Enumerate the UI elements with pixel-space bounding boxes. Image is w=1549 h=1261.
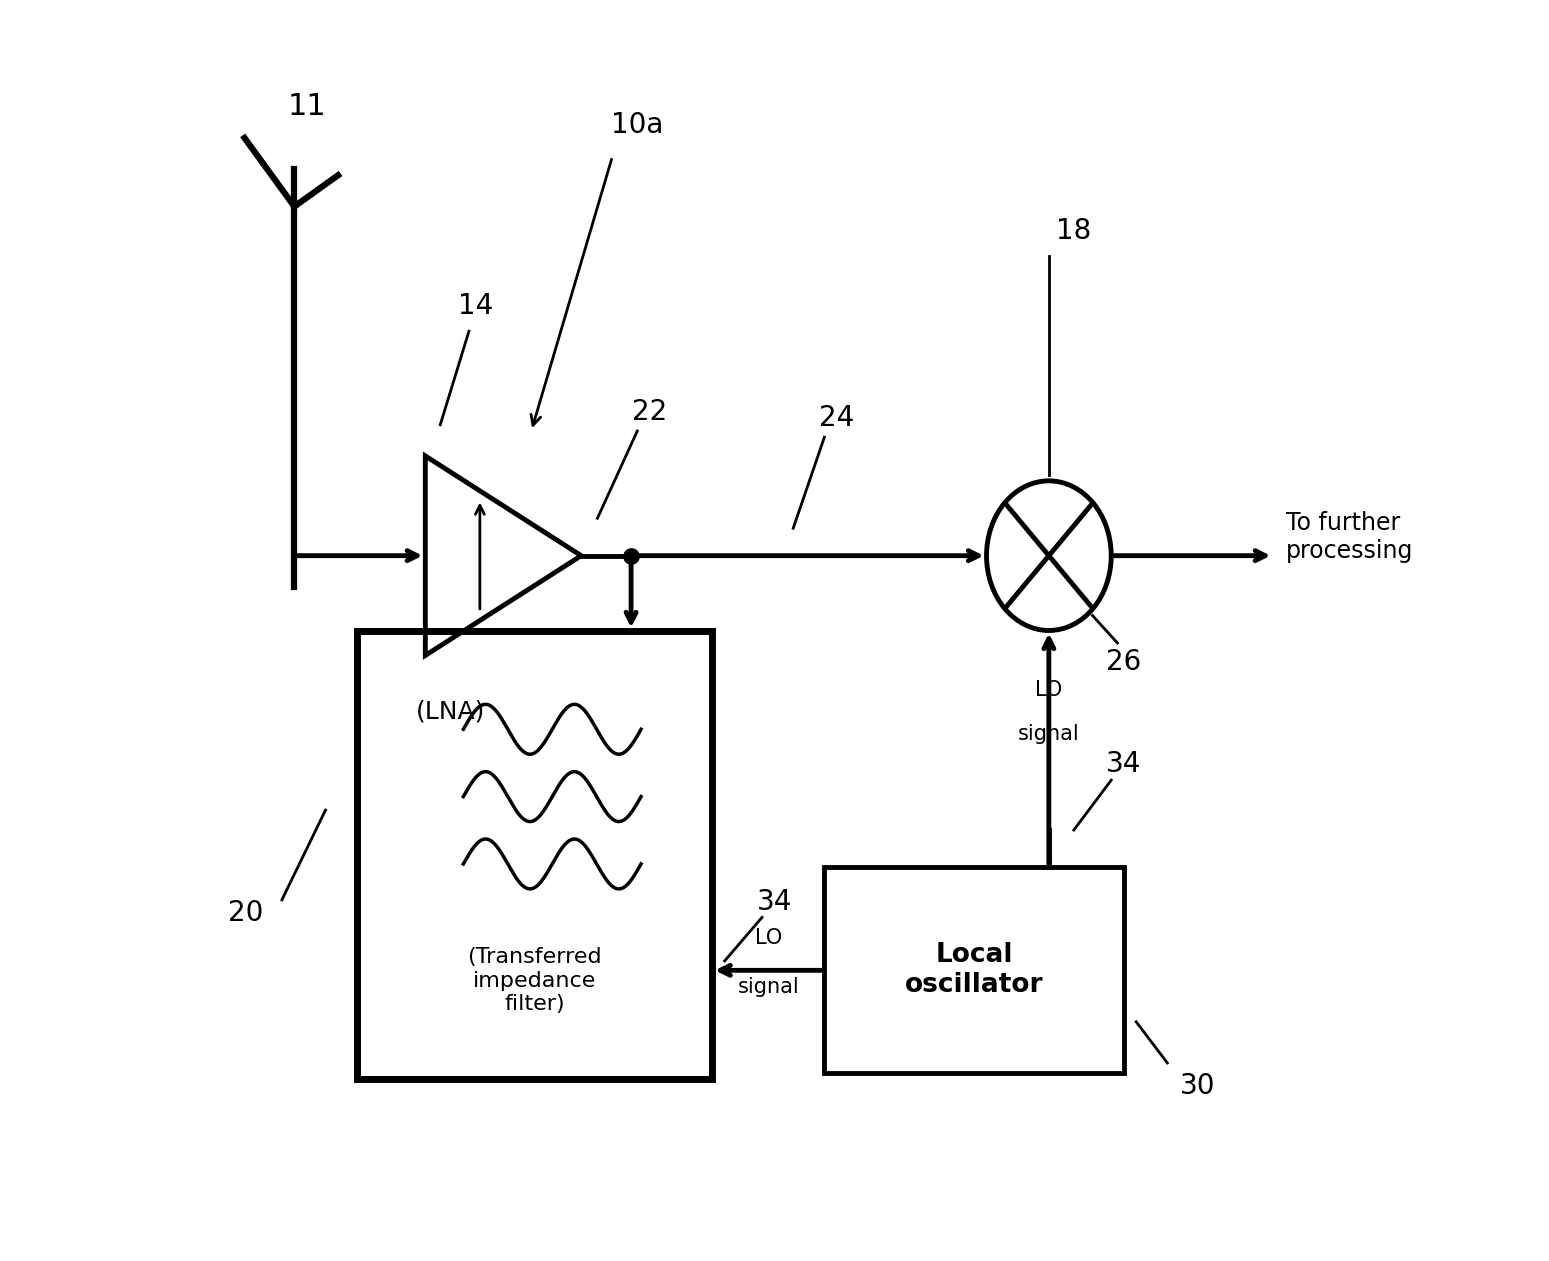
- Text: 34: 34: [757, 888, 792, 917]
- Text: To further
processing: To further processing: [1286, 511, 1413, 562]
- Text: 22: 22: [632, 398, 668, 426]
- Text: 24: 24: [819, 405, 855, 433]
- Text: 20: 20: [228, 899, 263, 927]
- Text: LO: LO: [1035, 681, 1063, 700]
- Text: LO: LO: [754, 928, 782, 948]
- Text: 26: 26: [1106, 648, 1142, 676]
- Text: 11: 11: [288, 92, 327, 121]
- Text: signal: signal: [737, 976, 799, 996]
- Text: 30: 30: [1180, 1072, 1216, 1100]
- Text: 34: 34: [1106, 750, 1142, 778]
- Text: 10a: 10a: [612, 111, 663, 140]
- Text: Local
oscillator: Local oscillator: [905, 942, 1044, 999]
- Text: 14: 14: [457, 293, 493, 320]
- Text: (Transferred
impedance
filter): (Transferred impedance filter): [468, 947, 601, 1014]
- Bar: [824, 868, 1123, 1073]
- Text: (LNA): (LNA): [415, 700, 485, 724]
- Bar: [356, 630, 713, 1079]
- Text: 18: 18: [1056, 217, 1092, 246]
- Text: signal: signal: [1018, 724, 1080, 744]
